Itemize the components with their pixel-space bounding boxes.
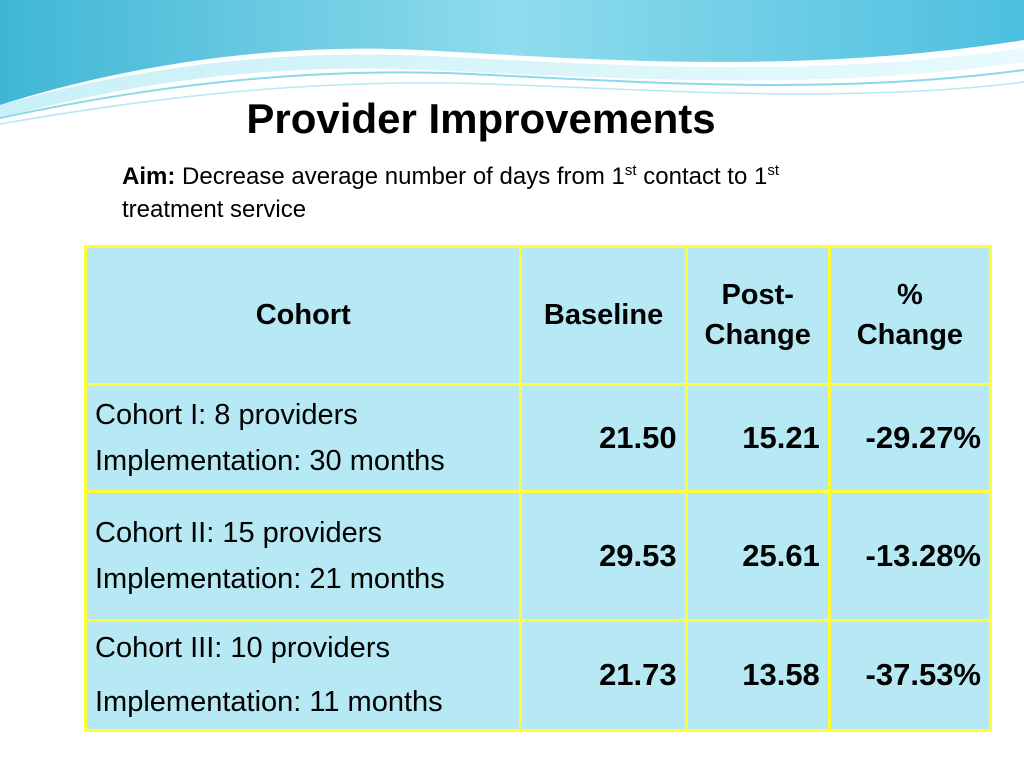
cohort-name: Cohort II: 15 providers — [95, 516, 382, 549]
header-cohort: Cohort — [83, 245, 523, 386]
header-percent-change: % Change — [827, 245, 993, 386]
table-row: Cohort I: 8 providers Implementation: 30… — [83, 382, 993, 494]
table-row: Cohort III: 10 providers Implementation:… — [83, 618, 993, 733]
cohort-cell: Cohort I: 8 providers Implementation: 30… — [83, 382, 523, 494]
cohort-implementation: Implementation: 30 months — [95, 444, 445, 477]
baseline-cell: 21.50 — [519, 382, 688, 494]
post-change-cell: 15.21 — [684, 382, 831, 494]
aim-text-2: contact to 1 — [636, 163, 768, 190]
cohort-cell: Cohort III: 10 providers Implementation:… — [83, 618, 523, 733]
aim-text-1: Decrease average number of days from 1 — [175, 163, 625, 190]
table-header-row: Cohort Baseline Post- Change % Change — [83, 245, 993, 386]
percent-change-cell: -37.53% — [827, 618, 993, 733]
post-change-cell: 25.61 — [684, 490, 831, 622]
header-baseline: Baseline — [519, 245, 688, 386]
aim-statement: Aim: Decrease average number of days fro… — [122, 160, 942, 226]
aim-sup-2: st — [767, 162, 779, 179]
cohort-name: Cohort I: 8 providers — [95, 398, 358, 431]
percent-change-cell: -13.28% — [827, 490, 993, 622]
results-table: Cohort Baseline Post- Change % Change Coho… — [83, 245, 993, 733]
table-row: Cohort II: 15 providers Implementation: … — [83, 490, 993, 622]
cohort-implementation: Implementation: 21 months — [95, 562, 445, 595]
page-title: Provider Improvements — [246, 95, 716, 142]
header-wave-decoration — [0, 0, 1024, 125]
cohort-name: Cohort III: 10 providers — [95, 632, 390, 665]
post-change-cell: 13.58 — [684, 618, 831, 733]
header-post-change: Post- Change — [684, 245, 831, 386]
cohort-cell: Cohort II: 15 providers Implementation: … — [83, 490, 523, 622]
cohort-implementation: Implementation: 11 months — [95, 686, 443, 719]
aim-label: Aim: — [122, 163, 176, 190]
baseline-cell: 21.73 — [519, 618, 688, 733]
aim-sup-1: st — [624, 162, 637, 179]
aim-text-3: treatment service — [122, 196, 307, 223]
baseline-cell: 29.53 — [519, 490, 688, 622]
percent-change-cell: -29.27% — [827, 382, 993, 494]
